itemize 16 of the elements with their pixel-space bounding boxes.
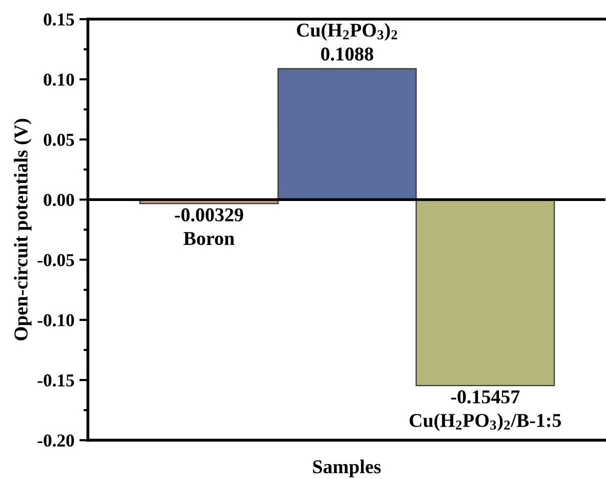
x-axis-title: Samples <box>313 460 381 478</box>
y-tick-label: 0.00 <box>44 194 74 206</box>
y-tick-label: 0.15 <box>44 13 74 26</box>
y-tick-label: -0.15 <box>38 374 74 387</box>
y-tick-label: -0.20 <box>38 434 74 447</box>
y-axis-title: Open-circuit potentials (V) <box>14 118 32 340</box>
x-tick-label: Boron <box>184 232 234 246</box>
data-label: -0.00329 <box>174 208 244 222</box>
data-label: -0.15457 <box>451 390 520 404</box>
x-tick-label: Cu(H$_{2}$PO$_{3}$)$_{2}$/B-1:5 <box>410 413 561 431</box>
y-tick-label: 0.05 <box>44 134 74 146</box>
y-tick-label: -0.05 <box>38 254 74 266</box>
y-tick-label: -0.10 <box>38 314 74 326</box>
data-label: 0.1088 <box>321 47 374 61</box>
x-tick-label: Cu(H$_{2}$PO$_{3}$)$_{2}$ <box>296 23 398 41</box>
y-tick-label: 0.10 <box>44 74 74 86</box>
